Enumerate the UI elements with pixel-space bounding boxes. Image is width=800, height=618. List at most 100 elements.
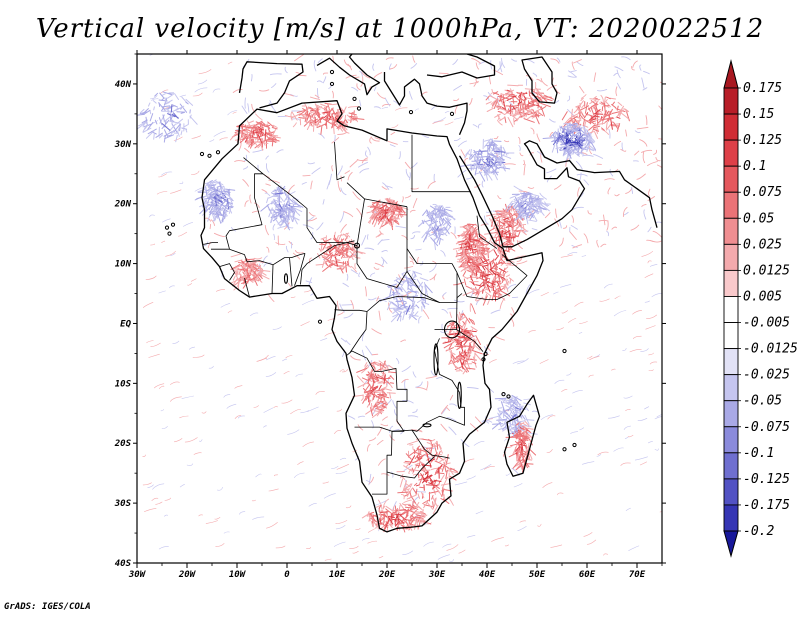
updraft-contour [501, 273, 506, 283]
updraft-contour [479, 249, 489, 252]
updraft-contour [331, 103, 338, 106]
updraft-contour [597, 451, 609, 455]
updraft-contour [541, 97, 553, 102]
updraft-contour [461, 361, 465, 366]
downdraft-contour [643, 209, 647, 220]
updraft-contour [417, 256, 420, 264]
updraft-contour [507, 218, 513, 227]
updraft-contour [504, 544, 509, 547]
updraft-contour [426, 457, 431, 461]
downdraft-contour [505, 408, 510, 411]
downdraft-contour [577, 127, 586, 135]
downdraft-contour [371, 420, 374, 429]
updraft-contour [503, 140, 510, 143]
updraft-contour [629, 349, 642, 353]
downdraft-contour [414, 290, 418, 298]
updraft-contour [510, 222, 514, 227]
updraft-contour [404, 460, 414, 463]
downdraft-contour [474, 153, 477, 158]
downdraft-contour [149, 54, 155, 56]
updraft-contour [497, 195, 502, 200]
downdraft-contour [482, 419, 493, 423]
updraft-contour [524, 420, 530, 427]
downdraft-contour [205, 186, 208, 196]
updraft-contour [410, 506, 417, 512]
downdraft-contour [408, 281, 419, 288]
downdraft-contour [216, 212, 222, 224]
updraft-contour [472, 292, 477, 294]
downdraft-contour [529, 211, 536, 216]
updraft-contour [482, 255, 488, 261]
updraft-contour [352, 551, 359, 554]
downdraft-contour [227, 198, 229, 209]
colorbar-label: -0.025 [743, 368, 790, 383]
downdraft-contour [311, 167, 321, 175]
downdraft-contour [373, 106, 381, 109]
updraft-contour [372, 363, 380, 366]
updraft-contour [382, 416, 388, 421]
updraft-contour [415, 502, 420, 508]
downdraft-contour [540, 414, 553, 420]
downdraft-contour [389, 287, 392, 297]
downdraft-contour [161, 171, 173, 176]
updraft-contour [481, 271, 484, 280]
updraft-contour [579, 86, 585, 94]
updraft-contour [486, 283, 491, 293]
updraft-contour [470, 333, 475, 338]
updraft-contour [458, 316, 466, 323]
updraft-contour [380, 423, 389, 427]
updraft-contour [389, 382, 394, 384]
updraft-contour [504, 116, 507, 124]
updraft-contour [381, 473, 390, 476]
updraft-contour [324, 558, 332, 561]
updraft-contour [524, 454, 528, 462]
downdraft-contour [639, 64, 642, 71]
downdraft-contour [441, 407, 447, 415]
updraft-contour [331, 137, 340, 144]
updraft-contour [540, 102, 551, 108]
downdraft-contour [158, 546, 169, 550]
updraft-contour [485, 101, 492, 105]
downdraft-contour [473, 150, 482, 153]
downdraft-contour [507, 401, 515, 412]
updraft-contour [404, 266, 414, 269]
downdraft-contour [365, 345, 373, 356]
updraft-contour [468, 227, 474, 231]
downdraft-contour [623, 425, 631, 430]
downdraft-contour [147, 128, 157, 135]
updraft-contour [364, 364, 369, 370]
downdraft-contour [362, 538, 370, 541]
updraft-contour [306, 547, 311, 549]
updraft-contour [449, 475, 457, 481]
colorbar-bottom-arrow [723, 530, 739, 558]
updraft-contour [235, 278, 245, 285]
downdraft-contour [359, 70, 363, 77]
downdraft-contour [152, 483, 165, 490]
updraft-contour [421, 492, 425, 499]
updraft-contour [479, 269, 482, 278]
downdraft-contour [164, 129, 169, 138]
updraft-contour [344, 170, 350, 174]
updraft-contour [366, 210, 377, 214]
downdraft-contour [503, 414, 512, 421]
updraft-contour [507, 84, 519, 87]
downdraft-contour [498, 398, 504, 401]
downdraft-contour [197, 188, 206, 193]
updraft-contour [155, 501, 163, 505]
downdraft-contour [574, 134, 584, 143]
updraft-contour [539, 359, 549, 364]
updraft-contour [252, 266, 259, 271]
downdraft-contour [640, 348, 649, 352]
downdraft-contour [572, 148, 575, 155]
updraft-contour [336, 464, 349, 470]
updraft-contour [371, 353, 379, 356]
downdraft-contour [194, 87, 208, 93]
updraft-contour [453, 331, 455, 338]
island-outline [449, 111, 455, 116]
island-outline [562, 447, 567, 452]
updraft-contour [248, 137, 252, 146]
downdraft-contour [272, 191, 277, 196]
updraft-contour [464, 158, 468, 164]
downdraft-contour [402, 278, 413, 284]
updraft-contour [417, 454, 426, 459]
